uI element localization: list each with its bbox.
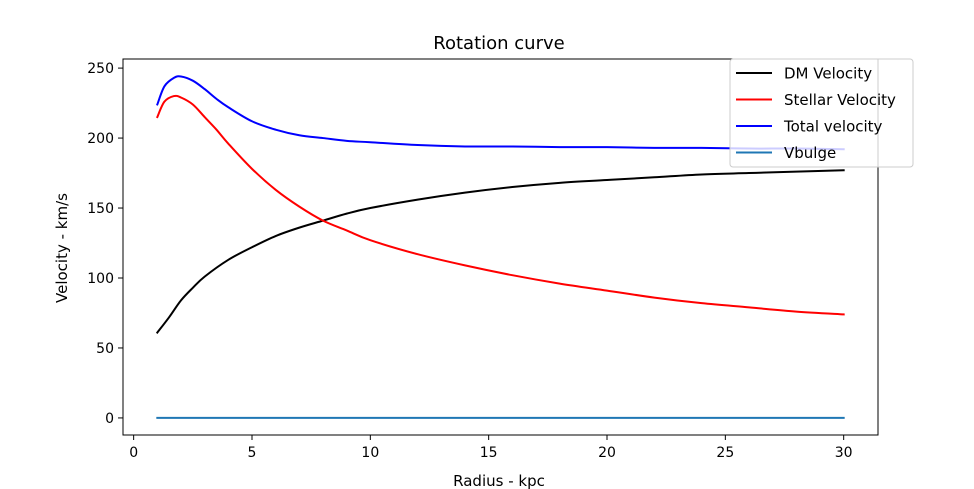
x-tick-label: 30: [835, 445, 853, 461]
y-tick-label: 250: [87, 61, 114, 77]
x-tick-label: 15: [480, 445, 498, 461]
y-tick-label: 200: [87, 131, 114, 147]
x-tick-label: 10: [361, 445, 379, 461]
x-tick-label: 20: [598, 445, 616, 461]
y-tick-label: 100: [87, 271, 114, 287]
y-tick-label: 150: [87, 201, 114, 217]
y-tick-label: 0: [105, 411, 114, 427]
x-tick-label: 5: [248, 445, 257, 461]
legend-label-vbulge: Vbulge: [784, 144, 836, 162]
legend-label-stellar-velocity: Stellar Velocity: [784, 91, 896, 109]
chart-title: Rotation curve: [433, 33, 564, 54]
plot-lines: [155, 75, 845, 419]
series-line-total-velocity: [156, 75, 845, 151]
x-axis: 0 5 10 15 20 25 30: [129, 435, 853, 461]
x-axis-label: Radius - kpc: [453, 472, 545, 489]
y-axis: 0 50 100 150 200 250: [87, 61, 123, 427]
x-tick-label: 25: [716, 445, 734, 461]
plot-frame: [122, 58, 879, 436]
y-axis-label: Velocity - km/s: [53, 193, 71, 303]
series-line-stellar-velocity: [155, 94, 845, 316]
series-line-dm-velocity: [155, 169, 845, 334]
legend: DM Velocity Stellar Velocity Total velocit…: [729, 58, 914, 168]
legend-box: [729, 58, 914, 168]
x-tick-label: 0: [129, 445, 138, 461]
y-tick-label: 50: [96, 341, 114, 357]
legend-label-dm-velocity: DM Velocity: [784, 65, 872, 83]
legend-label-total-velocity: Total velocity: [783, 118, 883, 136]
